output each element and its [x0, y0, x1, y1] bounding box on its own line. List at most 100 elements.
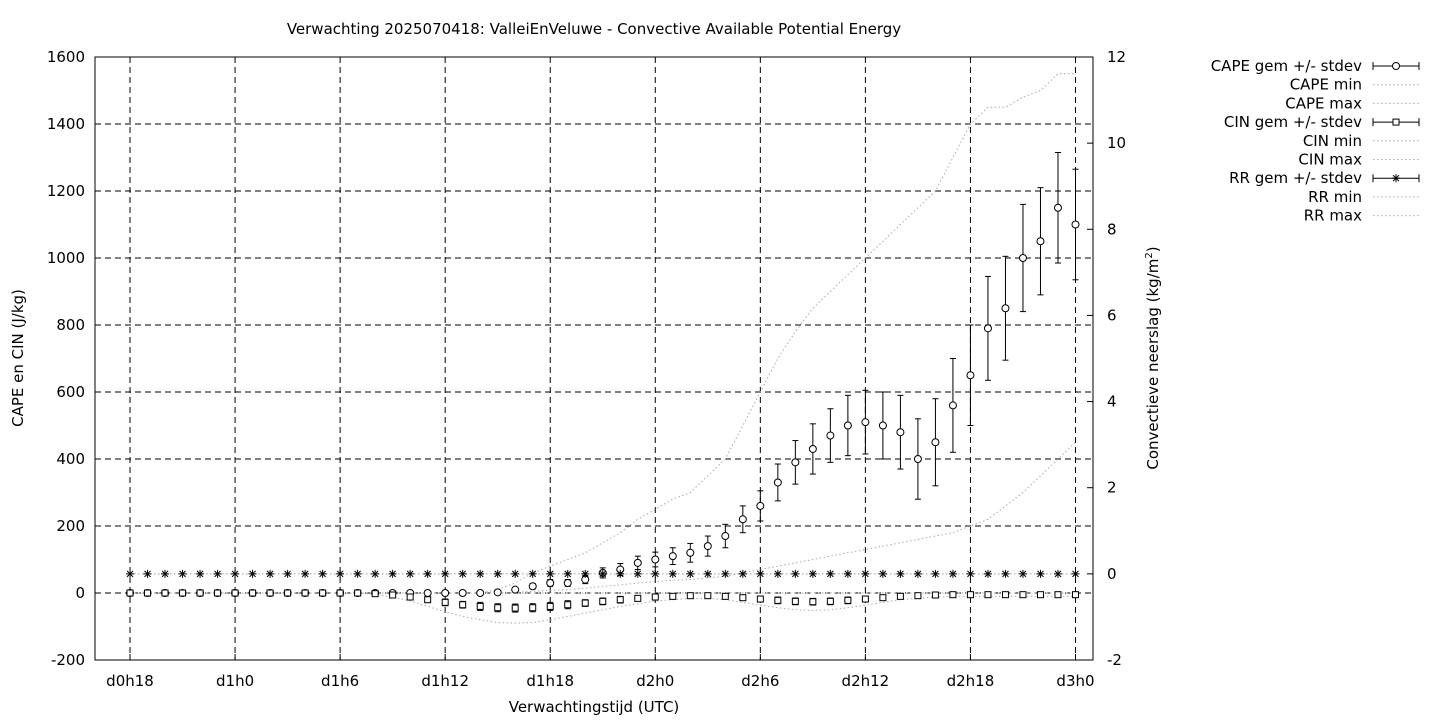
asterisk-stroke — [459, 570, 467, 578]
asterisk-stroke — [1054, 570, 1062, 578]
rr-gem-stdev-point — [1071, 569, 1080, 578]
rr-gem-stdev-point — [861, 569, 870, 578]
y2-axis-label-main: Convectieve neerslag (kg/m — [1144, 259, 1162, 470]
cin-gem-stdev-point — [546, 602, 554, 610]
legend-label-cape-gem-stdev: CAPE gem +/- stdev — [1211, 57, 1362, 75]
chart-title: Verwachting 2025070418: ValleiEnVeluwe -… — [287, 20, 901, 38]
cin-gem-stdev-point — [844, 596, 852, 604]
cin-gem-stdev-point — [1054, 591, 1062, 599]
y-tick-label: 400 — [56, 450, 85, 468]
cape-gem-stdev-point — [423, 589, 432, 597]
asterisk-stroke — [897, 570, 904, 578]
cin-gem-stdev-point — [371, 590, 379, 598]
rr-gem-stdev-point — [441, 569, 450, 578]
legend-marker-rr-gem-stdev — [1392, 174, 1400, 183]
asterisk-stroke — [809, 570, 817, 578]
cape-gem-stdev-point — [1018, 254, 1027, 262]
rr-gem-stdev-point — [406, 569, 415, 578]
asterisk-stroke — [739, 570, 747, 578]
legend-label-rr-max: RR max — [1304, 207, 1362, 225]
cin-gem-stdev-point — [441, 598, 449, 606]
y2-tick-label: -2 — [1107, 651, 1122, 669]
rr-gem-stdev-point — [948, 569, 957, 578]
cape-gem-stdev-point — [1053, 203, 1062, 212]
rr-gem-stdev-point — [231, 569, 240, 578]
legend-marker-cin-gem-stdev — [1392, 118, 1400, 126]
asterisk-stroke — [581, 570, 589, 578]
rr-gem-stdev-point — [721, 569, 730, 578]
cin-gem-stdev-point — [529, 604, 537, 612]
asterisk-stroke — [249, 570, 256, 578]
rr-gem-stdev-point — [143, 569, 152, 578]
cin-gem-stdev-point — [389, 591, 397, 599]
asterisk-stroke — [949, 570, 957, 578]
asterisk-stroke — [389, 570, 397, 578]
y-tick-label: 1400 — [47, 115, 85, 133]
cin-gem-stdev-point — [581, 599, 589, 607]
asterisk-stroke — [862, 570, 869, 578]
cin-gem-stdev-point — [284, 589, 292, 597]
cin-gem-stdev-point — [1071, 591, 1079, 599]
asterisk-stroke — [704, 570, 712, 578]
asterisk-stroke — [546, 570, 554, 578]
rr-gem-stdev-point — [703, 569, 712, 578]
rr-gem-stdev-point — [931, 569, 940, 578]
cape-gem-stdev-point — [1036, 237, 1045, 246]
rr-gem-stdev-point — [196, 569, 205, 578]
cape-gem-stdev-point — [931, 438, 940, 447]
cin-gem-stdev-point — [704, 592, 712, 600]
y2-tick-label: 8 — [1107, 220, 1117, 238]
asterisk-stroke — [967, 570, 974, 578]
asterisk-stroke — [406, 570, 414, 578]
y-tick-label: 600 — [56, 383, 85, 401]
y2-axis-label-end: ) — [1144, 246, 1162, 252]
rr-gem-stdev-point — [1001, 569, 1010, 578]
cin-gem-stdev-point — [196, 589, 204, 597]
asterisk-stroke — [336, 570, 344, 578]
y2-axis-label-superscript: 2 — [1144, 252, 1155, 258]
cape-gem-stdev-point — [686, 548, 695, 557]
cin-gem-stdev-point — [249, 589, 257, 597]
cape-gem-stdev-point — [1001, 304, 1010, 313]
rr-gem-stdev-point — [878, 569, 887, 578]
cin-gem-stdev-point — [406, 593, 414, 601]
asterisk-stroke — [529, 570, 537, 578]
asterisk-stroke — [844, 570, 852, 578]
y-tick-label: -200 — [51, 651, 85, 669]
rr-gem-stdev-point — [161, 569, 170, 578]
y2-tick-label: 2 — [1107, 479, 1117, 497]
cape-gem-stdev-point — [878, 421, 887, 430]
cape-gem-stdev-point — [546, 578, 555, 587]
rr-gem-stdev-point — [301, 569, 310, 578]
cape-gem-stdev-point — [966, 371, 975, 380]
asterisk-stroke — [441, 570, 449, 578]
asterisk-stroke — [914, 570, 922, 578]
cin-gem-stdev-point — [861, 595, 869, 603]
y-tick-label: 800 — [56, 316, 85, 334]
asterisk-stroke — [284, 570, 291, 578]
rr-gem-stdev-point — [283, 569, 292, 578]
cin-gem-stdev-point — [721, 592, 729, 600]
asterisk-stroke — [424, 570, 432, 578]
rr-gem-stdev-point — [826, 569, 835, 578]
asterisk-stroke — [476, 570, 484, 578]
cape-gem-stdev-point — [703, 542, 712, 551]
asterisk-stroke — [564, 570, 572, 578]
asterisk-stroke — [669, 570, 677, 578]
asterisk-stroke — [126, 570, 134, 578]
asterisk-stroke — [266, 570, 274, 578]
cin-gem-stdev-point — [564, 601, 572, 609]
rr-gem-stdev-point — [756, 569, 765, 578]
cin-gem-stdev-point — [774, 596, 782, 604]
asterisk-stroke — [371, 570, 379, 578]
y-tick-label: 0 — [75, 584, 85, 602]
cin-gem-stdev-point — [319, 589, 327, 597]
cin-gem-stdev-point — [896, 592, 904, 600]
cin-gem-stdev-point — [336, 589, 344, 597]
y2-tick-label: 10 — [1107, 134, 1126, 152]
y-tick-label: 1600 — [47, 48, 85, 66]
rr-gem-stdev-point — [126, 569, 135, 578]
x-tick-label: d2h0 — [636, 672, 674, 690]
y-axis-label: CAPE en CIN (J/kg) — [9, 289, 27, 427]
